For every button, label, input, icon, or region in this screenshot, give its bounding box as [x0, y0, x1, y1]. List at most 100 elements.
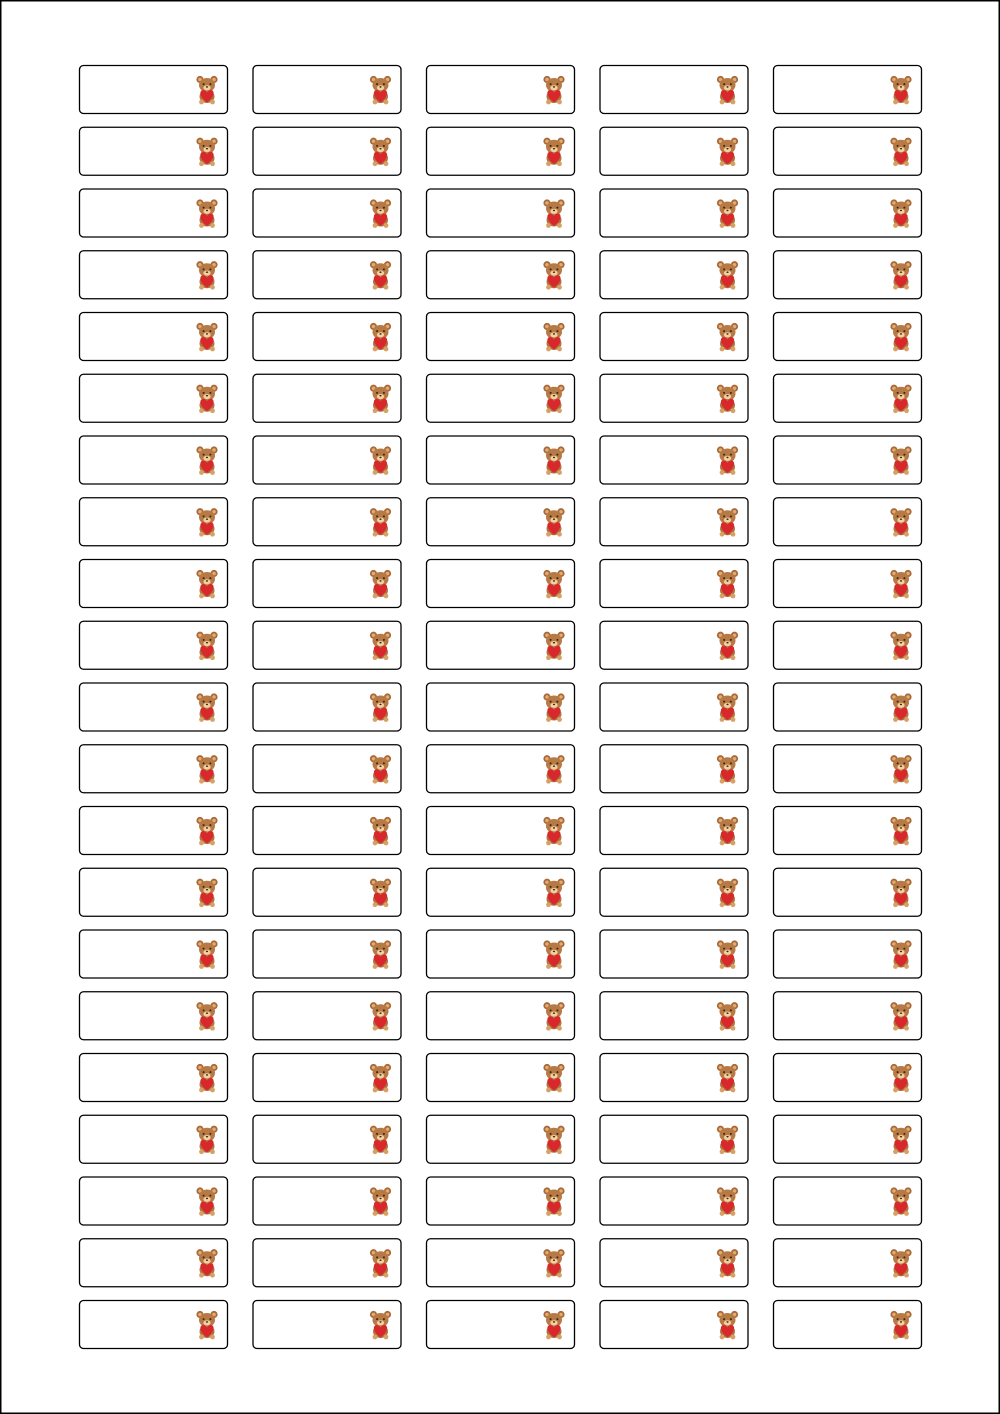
label	[252, 1238, 402, 1288]
label-outline	[599, 1238, 749, 1288]
label	[599, 1176, 749, 1226]
label-outline	[772, 929, 923, 979]
label-outline	[599, 991, 749, 1041]
label	[425, 435, 576, 485]
label	[425, 558, 576, 609]
label	[772, 1238, 923, 1288]
label	[78, 250, 229, 300]
label	[772, 682, 923, 732]
label-outline	[252, 1114, 402, 1164]
label	[599, 373, 749, 423]
label-outline	[78, 250, 229, 300]
label-outline	[772, 744, 923, 794]
label-outline	[78, 497, 229, 547]
label-outline	[772, 1052, 923, 1103]
label-outline	[772, 311, 923, 362]
label-outline	[772, 1176, 923, 1226]
label	[599, 929, 749, 979]
label	[78, 1238, 229, 1288]
label	[252, 64, 402, 115]
label	[599, 497, 749, 547]
label-outline	[252, 373, 402, 423]
label-outline	[78, 188, 229, 238]
label-outline	[425, 1052, 576, 1103]
label-outline	[599, 373, 749, 423]
label-outline	[252, 558, 402, 609]
label	[78, 435, 229, 485]
label	[772, 311, 923, 362]
label-outline	[425, 250, 576, 300]
label-outline	[425, 1176, 576, 1226]
label-outline	[252, 188, 402, 238]
label	[425, 126, 576, 176]
label	[425, 929, 576, 979]
label	[78, 64, 229, 115]
label	[425, 188, 576, 238]
label-outline	[772, 805, 923, 856]
label	[252, 311, 402, 362]
label	[252, 805, 402, 856]
label-outline	[78, 1238, 229, 1288]
label	[772, 1052, 923, 1103]
label	[599, 1114, 749, 1164]
label-outline	[599, 126, 749, 176]
label-outline	[599, 558, 749, 609]
label	[78, 1114, 229, 1164]
label-outline	[252, 250, 402, 300]
label-outline	[252, 867, 402, 917]
label	[252, 126, 402, 176]
label	[599, 1299, 749, 1350]
label	[772, 867, 923, 917]
label	[425, 744, 576, 794]
label-outline	[78, 1176, 229, 1226]
label	[78, 311, 229, 362]
label-outline	[425, 867, 576, 917]
label-outline	[772, 1299, 923, 1350]
label-outline	[78, 805, 229, 856]
label	[425, 311, 576, 362]
label	[599, 991, 749, 1041]
label-outline	[599, 682, 749, 732]
label-outline	[252, 1299, 402, 1350]
label	[252, 620, 402, 670]
label-outline	[425, 991, 576, 1041]
label-outline	[425, 929, 576, 979]
label	[599, 64, 749, 115]
label	[78, 805, 229, 856]
label	[252, 373, 402, 423]
label-outline	[78, 1114, 229, 1164]
label	[772, 1114, 923, 1164]
label-outline	[252, 64, 402, 115]
label-outline	[772, 64, 923, 115]
label-outline	[252, 805, 402, 856]
label	[599, 744, 749, 794]
label	[78, 620, 229, 670]
label	[599, 805, 749, 856]
label-outline	[599, 805, 749, 856]
label	[252, 1114, 402, 1164]
label	[425, 1238, 576, 1288]
label	[425, 805, 576, 856]
label	[425, 250, 576, 300]
label-outline	[425, 1238, 576, 1288]
label-outline	[252, 497, 402, 547]
label	[425, 1114, 576, 1164]
label-outline	[425, 1114, 576, 1164]
label	[425, 867, 576, 917]
label	[772, 558, 923, 609]
label	[78, 1299, 229, 1350]
label-outline	[772, 373, 923, 423]
label-outline	[772, 497, 923, 547]
label-outline	[599, 311, 749, 362]
label	[599, 311, 749, 362]
label-outline	[772, 682, 923, 732]
label	[252, 1052, 402, 1103]
label	[252, 435, 402, 485]
label-outline	[599, 435, 749, 485]
label-outline	[772, 991, 923, 1041]
label-outline	[252, 744, 402, 794]
label	[252, 867, 402, 917]
label-outline	[425, 744, 576, 794]
label-outline	[425, 682, 576, 732]
